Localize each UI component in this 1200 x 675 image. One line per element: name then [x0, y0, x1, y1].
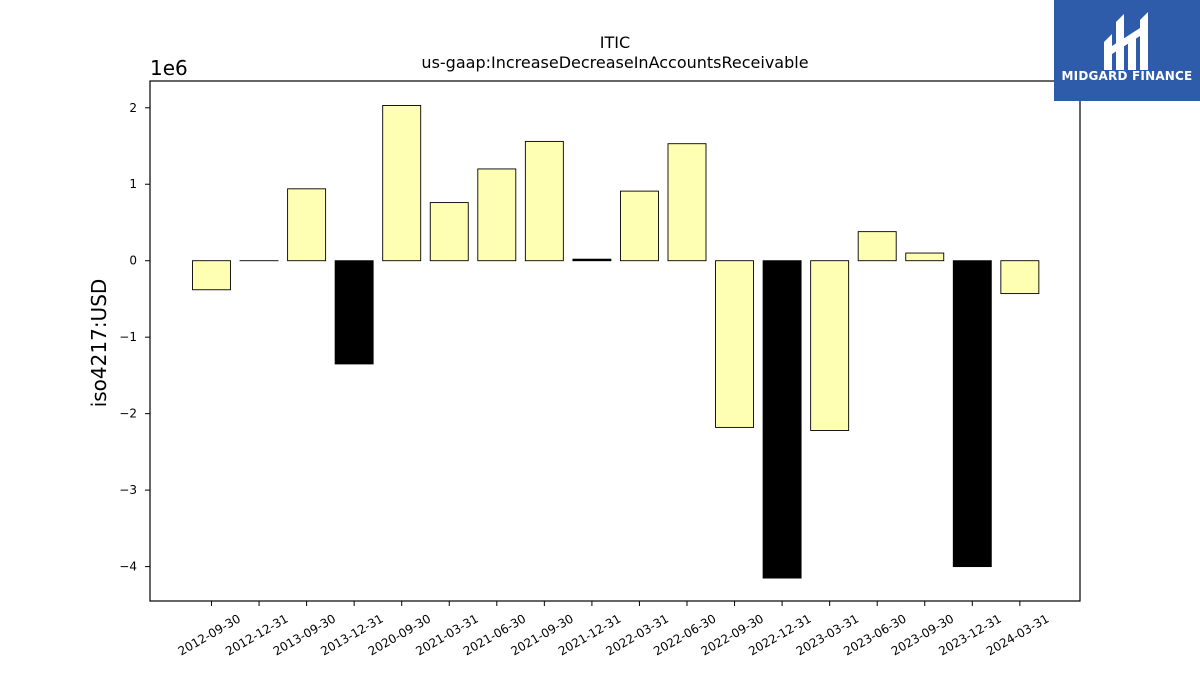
chart-title: ITIC	[600, 33, 630, 52]
y-tick-label: −1	[119, 330, 137, 344]
plot-frame	[149, 80, 1081, 602]
y-tick-label: 0	[129, 254, 137, 268]
bar-2022-09-30	[715, 260, 754, 428]
bar-2022-12-31	[762, 260, 802, 579]
y-axis-label: iso4217:USD	[87, 279, 111, 408]
bar-2013-12-31	[334, 260, 374, 365]
bar-2023-03-31	[810, 260, 850, 431]
y-tick-label: −3	[119, 483, 137, 497]
bar-2023-06-30	[857, 231, 897, 262]
chart-subtitle: us-gaap:IncreaseDecreaseInAccountsReceiv…	[421, 53, 808, 72]
y-tick-label: −2	[119, 407, 137, 421]
midgard-finance-logo: MIDGARD FINANCE	[1054, 0, 1200, 101]
bars-group	[192, 105, 1040, 579]
y-tick-label: −4	[119, 560, 137, 574]
y-tick-label: 2	[129, 101, 137, 115]
bar-2013-09-30	[287, 188, 327, 262]
logo-text: MIDGARD FINANCE	[1061, 69, 1193, 83]
y-tick-label: 1	[129, 177, 137, 191]
y-scale-label: 1e6	[150, 56, 188, 80]
bar-2021-09-30	[524, 140, 564, 262]
bar-2024-03-31	[1000, 260, 1040, 295]
x-ticks: 2012-09-302012-12-312013-09-302013-12-31…	[176, 601, 1051, 658]
bar-2022-03-31	[620, 190, 659, 262]
bar-2022-06-30	[667, 143, 707, 262]
bar-2023-09-30	[905, 252, 945, 262]
logo-mark-icon	[1104, 12, 1148, 70]
bar-2023-12-31	[952, 260, 992, 568]
y-ticks: −4 −3 −2 −1 0 1 2	[119, 101, 150, 574]
bar-2012-09-30	[192, 260, 231, 291]
bar-2021-03-31	[429, 202, 469, 262]
bar-2021-12-31	[572, 258, 612, 262]
bar-2021-06-30	[477, 168, 517, 262]
bar-2020-09-30	[382, 105, 422, 262]
